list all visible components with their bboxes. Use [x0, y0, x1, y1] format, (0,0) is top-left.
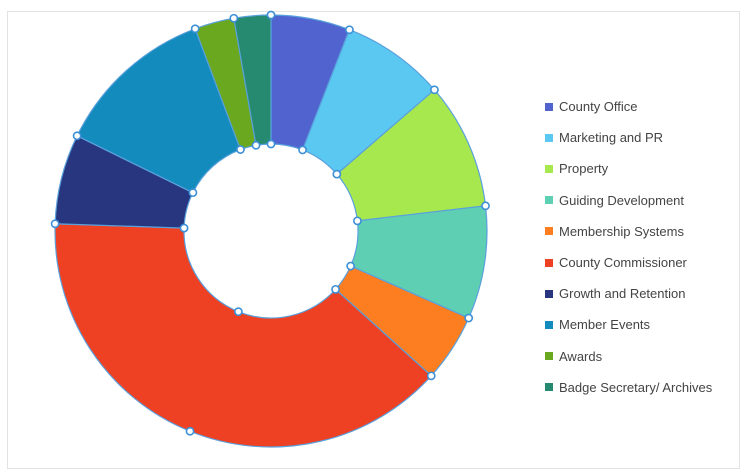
selection-handle[interactable]: [345, 25, 354, 35]
legend-label: Awards: [559, 348, 603, 364]
selection-handle[interactable]: [229, 13, 239, 23]
legend-label: Growth and Retention: [559, 286, 686, 302]
selection-handle[interactable]: [346, 261, 356, 271]
slice-county-commissioner[interactable]: [54, 223, 433, 448]
legend-item[interactable]: Marketing and PR: [545, 122, 712, 153]
selection-handle[interactable]: [331, 284, 340, 294]
legend-label: Membership Systems: [559, 223, 684, 239]
selection-handle[interactable]: [185, 426, 195, 436]
legend-swatch: [545, 133, 553, 142]
legend-item[interactable]: County Office: [545, 91, 712, 122]
legend-item[interactable]: Property: [545, 153, 712, 184]
selection-handle[interactable]: [190, 24, 200, 34]
legend-swatch: [545, 320, 553, 329]
selection-handle[interactable]: [298, 145, 307, 155]
legend-item[interactable]: Growth and Retention: [545, 278, 712, 309]
legend-swatch: [545, 383, 553, 392]
selection-handle[interactable]: [50, 219, 60, 229]
legend-item[interactable]: County Commissioner: [545, 247, 712, 278]
selection-handle[interactable]: [464, 313, 474, 323]
legend-swatch: [545, 102, 553, 111]
legend-swatch: [545, 196, 553, 205]
legend-item[interactable]: Membership Systems: [545, 216, 712, 247]
legend-swatch: [545, 352, 553, 361]
selection-handle[interactable]: [332, 169, 342, 179]
legend-label: Property: [559, 161, 609, 177]
selection-handle[interactable]: [251, 140, 261, 150]
selection-handle[interactable]: [430, 85, 439, 95]
legend-label: Badge Secretary/ Archives: [559, 379, 713, 395]
legend-label: Member Events: [559, 317, 651, 333]
selection-handle[interactable]: [426, 371, 436, 381]
selection-handle[interactable]: [353, 216, 362, 226]
legend-swatch: [545, 164, 553, 173]
legend-item[interactable]: Member Events: [545, 309, 712, 340]
legend-label: County Office: [559, 99, 638, 115]
legend-label: County Commissioner: [559, 255, 687, 271]
legend-item[interactable]: Awards: [545, 341, 712, 372]
selection-handle[interactable]: [233, 307, 243, 317]
legend-item[interactable]: Guiding Development: [545, 185, 712, 216]
legend-label: Marketing and PR: [559, 130, 664, 146]
slice-member-events[interactable]: [76, 27, 242, 194]
selection-handle[interactable]: [72, 131, 82, 141]
chart-legend: County Office Marketing and PR Property Gui…: [545, 91, 712, 403]
legend-item[interactable]: Badge Secretary/ Archives: [545, 372, 712, 403]
legend-swatch: [545, 258, 553, 267]
selection-handle[interactable]: [188, 188, 198, 198]
legend-swatch: [545, 289, 553, 298]
selection-handle[interactable]: [179, 223, 189, 233]
legend-label: Guiding Development: [559, 192, 685, 208]
legend-swatch: [545, 227, 553, 236]
selection-handle[interactable]: [266, 10, 276, 20]
selection-handle[interactable]: [236, 145, 245, 154]
selection-handle[interactable]: [266, 139, 276, 149]
selection-handle[interactable]: [481, 201, 490, 211]
